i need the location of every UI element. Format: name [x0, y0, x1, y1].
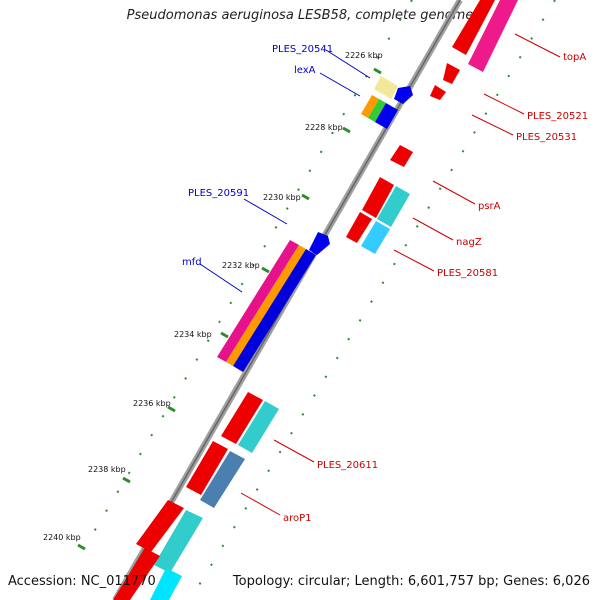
- gene-label-ples-20581[interactable]: PLES_20581: [437, 268, 498, 279]
- tick-mark: [122, 476, 131, 484]
- tick-label: 2234 kbp: [174, 330, 212, 339]
- tick-mark: [373, 67, 382, 75]
- leader-line: [273, 439, 315, 463]
- accession-text: Accession: NC_011770: [8, 574, 156, 589]
- right-annotations: topA PLES_20521 PLES_20531 psrA nagZ PLE…: [240, 33, 588, 524]
- leader-line: [319, 72, 361, 97]
- gene-label-ples-20611[interactable]: PLES_20611: [317, 460, 378, 471]
- tick-label: 2230 kbp: [263, 193, 301, 202]
- gene-red-b[interactable]: [186, 441, 228, 495]
- gene-label-lexa[interactable]: lexA: [294, 65, 316, 76]
- map-title: Pseudomonas aeruginosa LESB58, complete …: [126, 8, 474, 23]
- gene-cyan-c[interactable]: [154, 510, 203, 573]
- gene-ples-20541[interactable]: [374, 76, 398, 99]
- gene-nagz[interactable]: [377, 186, 410, 227]
- gene-label-ples-20521[interactable]: PLES_20521: [527, 111, 588, 122]
- gene-red-a[interactable]: [221, 392, 263, 444]
- leader-line: [240, 492, 281, 516]
- gene-mfd-orange[interactable]: [226, 245, 306, 366]
- tick-mark: [261, 266, 270, 274]
- gene-ples-20521[interactable]: [443, 63, 460, 84]
- leader-line: [393, 249, 435, 272]
- gene-red-top[interactable]: [452, 0, 495, 55]
- tick-mark: [77, 543, 86, 551]
- leader-line: [325, 49, 371, 79]
- tick-mark: [301, 193, 310, 201]
- tick-mark: [167, 405, 176, 413]
- gene-ples-20591[interactable]: [217, 240, 299, 362]
- gene-red-low[interactable]: [346, 212, 372, 243]
- tick-mark: [342, 126, 351, 134]
- tick-label: 2228 kbp: [305, 123, 343, 132]
- genes-left: [217, 76, 413, 372]
- tick-label: 2236 kbp: [133, 399, 171, 408]
- gene-ples-20531[interactable]: [430, 85, 446, 100]
- inner-dotted-track: [189, 0, 556, 600]
- tick-label: 2226 kbp: [345, 51, 383, 60]
- gene-red-c[interactable]: [136, 500, 184, 552]
- gene-label-mfd[interactable]: mfd: [182, 257, 202, 268]
- leader-line: [243, 198, 288, 225]
- gene-red-d[interactable]: [113, 548, 160, 600]
- leader-line: [514, 33, 561, 58]
- outer-dotted-track: [79, 0, 413, 556]
- gene-arop1[interactable]: [200, 451, 245, 508]
- gene-mfd[interactable]: [233, 249, 316, 372]
- leader-line: [199, 263, 243, 293]
- leader-line: [412, 217, 454, 241]
- leader-line: [432, 180, 476, 205]
- tick-label: 2238 kbp: [88, 465, 126, 474]
- gene-blue-small[interactable]: [375, 103, 398, 129]
- genes-right: [113, 0, 518, 600]
- gene-ples-20581[interactable]: [361, 221, 390, 254]
- gene-label-ples-20591[interactable]: PLES_20591: [188, 188, 249, 199]
- gene-red-mid[interactable]: [362, 177, 394, 218]
- gene-label-nagz[interactable]: nagZ: [456, 237, 482, 248]
- tick-mark: [220, 331, 229, 339]
- left-annotations: PLES_20541 lexA PLES_20591 mfd: [182, 44, 371, 293]
- tick-label: 2232 kbp: [222, 261, 260, 270]
- genome-summary: Topology: circular; Length: 6,601,757 bp…: [232, 574, 590, 589]
- gene-lexa[interactable]: [368, 99, 386, 122]
- gene-arrow-top[interactable]: [394, 86, 413, 104]
- gene-label-ples-20531[interactable]: PLES_20531: [516, 132, 577, 143]
- gene-ples-20611[interactable]: [238, 401, 279, 453]
- gene-arrow-mfd[interactable]: [309, 232, 330, 255]
- gene-cyan-d[interactable]: [150, 568, 182, 600]
- gene-label-psra[interactable]: psrA: [478, 201, 501, 212]
- gene-label-arop1[interactable]: aroP1: [283, 513, 312, 524]
- gene-orange-small[interactable]: [361, 95, 379, 118]
- gene-topa[interactable]: [468, 0, 518, 72]
- guide-tracks: [79, 0, 556, 600]
- leader-line: [471, 114, 514, 136]
- gene-label-topa[interactable]: topA: [563, 52, 586, 63]
- kbp-ticks: 2226 kbp 2228 kbp 2230 kbp 2232 kbp 2234…: [43, 51, 383, 551]
- gene-label-ples-20541[interactable]: PLES_20541: [272, 44, 333, 55]
- leader-line: [483, 93, 525, 115]
- tick-label: 2240 kbp: [43, 533, 81, 542]
- gene-psra[interactable]: [390, 145, 413, 167]
